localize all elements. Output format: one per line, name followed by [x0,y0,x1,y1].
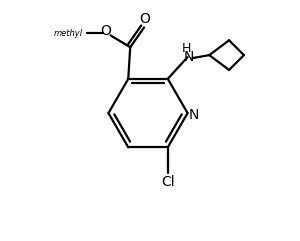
Text: N: N [183,50,194,64]
Text: methyl: methyl [54,29,83,38]
Text: Cl: Cl [161,175,175,189]
Text: H: H [182,42,191,55]
Text: N: N [188,108,199,122]
Text: O: O [140,12,151,26]
Text: O: O [100,24,111,38]
